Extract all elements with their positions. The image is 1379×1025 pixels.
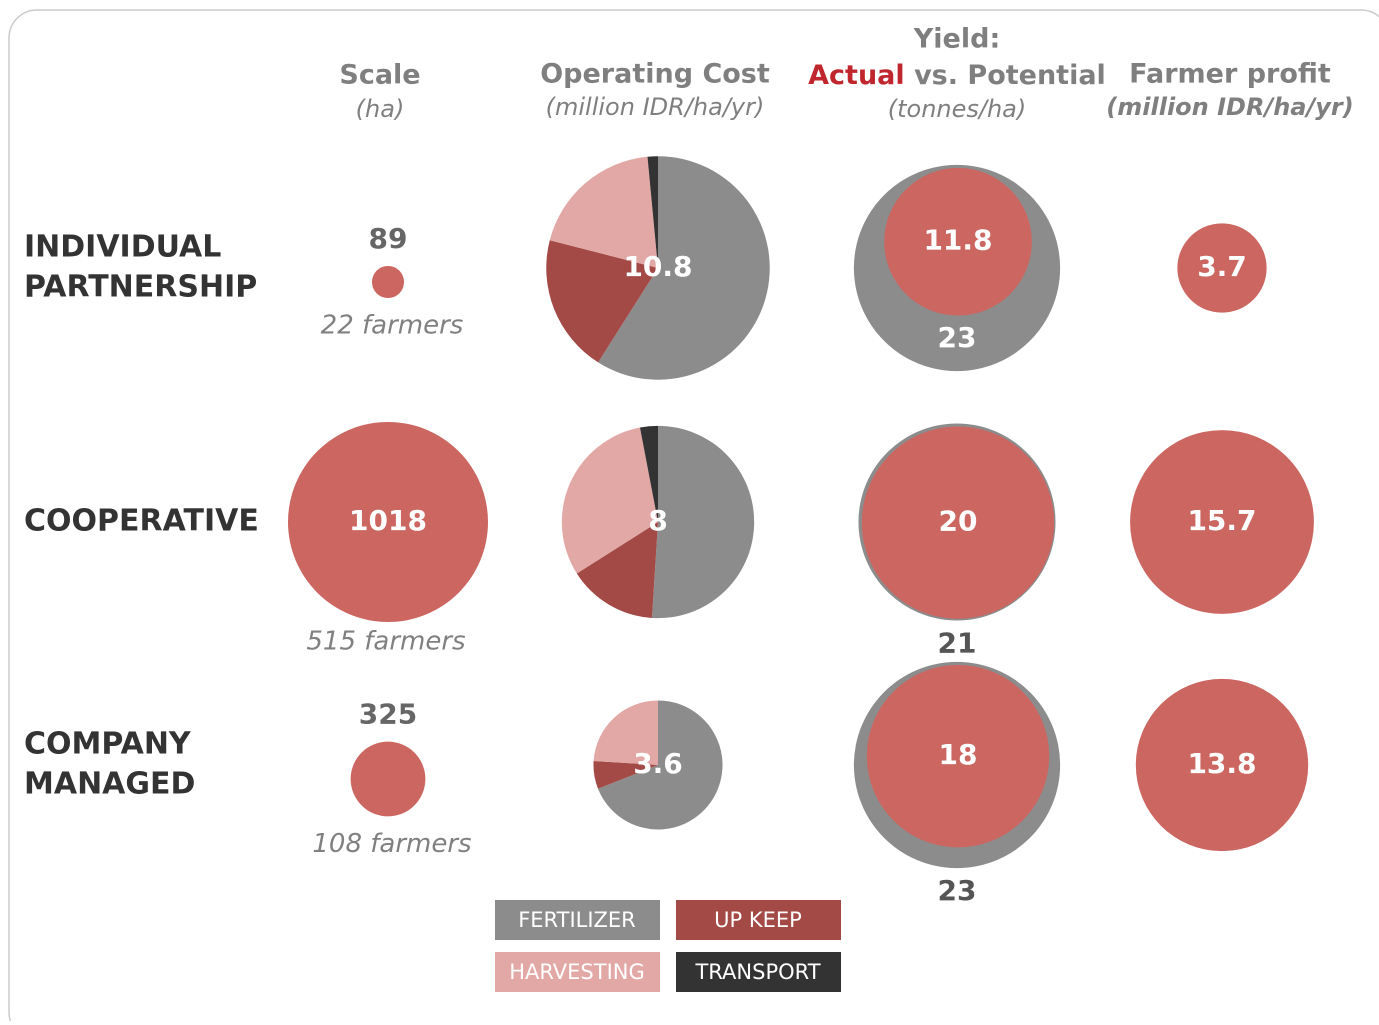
yield-subtitle: Actual vs. Potential: [808, 60, 1106, 91]
row-label: INDIVIDUAL: [24, 230, 221, 265]
cost-title: Operating Cost: [540, 59, 770, 90]
yield-potential-value: 23: [938, 874, 977, 907]
farmers: 515 farmers: [306, 627, 465, 657]
cost-slice: [639, 425, 658, 522]
cost-slice: [549, 156, 658, 268]
profit-title: Farmer profit: [1129, 59, 1331, 90]
yield-actual-word: Actual: [808, 60, 905, 91]
yield-rest: vs. Potential: [905, 60, 1106, 91]
cost-unit: (million IDR/ha/yr): [546, 93, 765, 121]
row-label: MANAGED: [24, 767, 195, 802]
cost-value: 8: [648, 504, 667, 537]
cost-slice: [546, 240, 658, 363]
legend-swatch: [495, 952, 660, 992]
yield-unit: (tonnes/ha): [888, 95, 1027, 123]
cost-slice: [651, 425, 755, 619]
legend-swatch: [676, 952, 841, 992]
row-label: COMPANY: [24, 727, 192, 762]
profit-value: 15.7: [1187, 504, 1256, 537]
yield-actual-value: 18: [939, 738, 978, 771]
yield-potential-value: 21: [938, 627, 977, 660]
yield-title: Yield:: [913, 24, 1001, 55]
farmers: 22 farmers: [321, 311, 464, 341]
yield-actual: [884, 167, 1032, 316]
cost-slice: [598, 700, 723, 830]
yield-actual-value: 11.8: [923, 224, 992, 257]
profit-circle: [1177, 223, 1267, 313]
cost-value: 10.8: [623, 250, 692, 283]
farmers: 108 farmers: [312, 829, 471, 859]
yield-actual: [861, 426, 1055, 619]
cost-value: 3.6: [633, 747, 683, 780]
yield-potential-value: 23: [938, 321, 977, 354]
legend-label: UP KEEP: [714, 908, 802, 932]
scale-unit: (ha): [356, 95, 405, 123]
profit-circle: [1130, 430, 1314, 614]
legend-swatch: [495, 900, 660, 940]
yield-actual: [866, 664, 1050, 848]
scale-title: Scale: [339, 60, 420, 91]
scale-circle: [350, 741, 426, 817]
profit-unit: (million IDR/ha/yr): [1106, 93, 1353, 121]
profit-value: 3.7: [1197, 250, 1247, 283]
scale-value: 89: [369, 222, 408, 255]
legend-label: HARVESTING: [509, 960, 645, 984]
row-label: PARTNERSHIP: [24, 270, 257, 305]
scale-value: 325: [359, 698, 417, 731]
legend-label: FERTILIZER: [518, 908, 636, 932]
profit-value: 13.8: [1187, 747, 1256, 780]
row-label: COOPERATIVE: [24, 504, 259, 539]
profit-circle: [1135, 678, 1309, 852]
legend-label: TRANSPORT: [694, 960, 820, 984]
cost-slice: [576, 522, 658, 618]
scale-circle: [288, 422, 488, 622]
cost-slice: [598, 156, 770, 380]
scale-value: 1018: [349, 504, 427, 537]
cost-slice: [561, 427, 658, 574]
yield-actual-value: 20: [939, 505, 978, 538]
cost-slice: [647, 156, 658, 268]
cost-slice: [593, 760, 658, 789]
scale-circle: [371, 265, 405, 299]
legend-swatch: [676, 900, 841, 940]
cost-slice: [593, 700, 658, 765]
